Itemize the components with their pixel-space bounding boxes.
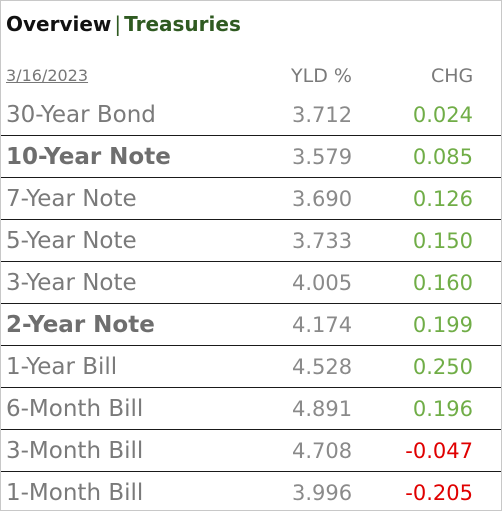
yield-value: 3.996 (292, 481, 353, 505)
table-row: 3-Year Note 4.005 0.160 (1, 262, 501, 304)
change-value: 0.126 (412, 187, 473, 211)
yield-value: 3.579 (292, 145, 353, 169)
change-value: 0.024 (412, 103, 473, 127)
table-row: 1-Year Bill 4.528 0.250 (1, 346, 501, 388)
change-value: 0.160 (412, 271, 473, 295)
yield-value: 3.733 (292, 229, 353, 253)
treasury-table: 30-Year Bond 3.712 0.024 10-Year Note 3.579 0… (1, 94, 501, 510)
table-row: 30-Year Bond 3.712 0.024 (1, 94, 501, 136)
security-name: 10-Year Note (6, 144, 171, 170)
column-header-change: CHG (431, 65, 474, 87)
security-name: 1-Year Bill (6, 354, 118, 380)
title-overview: Overview (6, 12, 112, 36)
yield-value: 4.174 (292, 313, 353, 337)
security-name: 30-Year Bond (6, 102, 156, 128)
table-row: 10-Year Note 3.579 0.085 (1, 136, 501, 178)
yield-value: 3.712 (292, 103, 353, 127)
change-value: -0.205 (405, 481, 473, 505)
table-header: 3/16/2023 YLD % CHG (1, 61, 501, 91)
table-row: 6-Month Bill 4.891 0.196 (1, 388, 501, 430)
yield-value: 4.708 (292, 439, 353, 463)
as-of-date: 3/16/2023 (6, 66, 89, 85)
table-row: 1-Month Bill 3.996 -0.205 (1, 472, 501, 510)
table-row: 5-Year Note 3.733 0.150 (1, 220, 501, 262)
security-name: 6-Month Bill (6, 396, 144, 422)
title-separator: | (114, 12, 122, 36)
change-value: 0.085 (412, 145, 473, 169)
title-treasuries: Treasuries (124, 12, 241, 36)
change-value: 0.150 (412, 229, 473, 253)
security-name: 2-Year Note (6, 312, 155, 338)
security-name: 7-Year Note (6, 186, 137, 212)
table-row: 3-Month Bill 4.708 -0.047 (1, 430, 501, 472)
change-value: 0.196 (412, 397, 473, 421)
security-name: 3-Year Note (6, 270, 137, 296)
table-row: 7-Year Note 3.690 0.126 (1, 178, 501, 220)
change-value: 0.199 (412, 313, 473, 337)
change-value: -0.047 (405, 439, 473, 463)
panel-title: Overview | Treasuries (6, 10, 241, 38)
change-value: 0.250 (412, 355, 473, 379)
yield-value: 4.891 (292, 397, 353, 421)
security-name: 1-Month Bill (6, 480, 144, 506)
security-name: 5-Year Note (6, 228, 137, 254)
yield-value: 4.528 (292, 355, 353, 379)
yield-value: 4.005 (292, 271, 353, 295)
yield-value: 3.690 (292, 187, 353, 211)
security-name: 3-Month Bill (6, 438, 144, 464)
table-row: 2-Year Note 4.174 0.199 (1, 304, 501, 346)
column-header-yield: YLD % (291, 65, 352, 87)
